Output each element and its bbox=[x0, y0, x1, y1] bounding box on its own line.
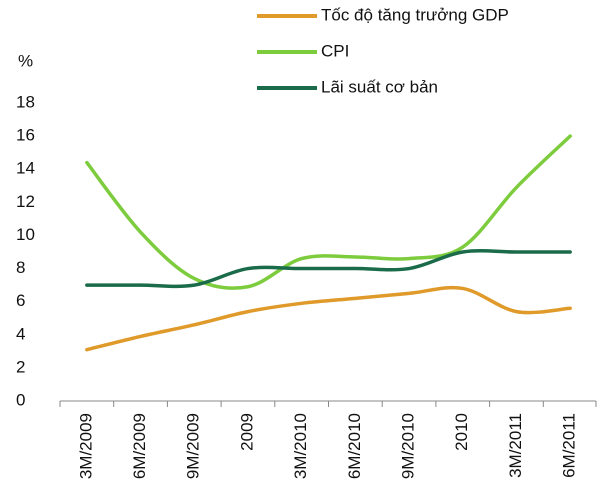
y-tick-label: 10 bbox=[16, 225, 35, 244]
y-tick-label: 8 bbox=[16, 258, 25, 277]
x-tick-label: 2010 bbox=[452, 413, 471, 451]
x-tick-label: 3M/2009 bbox=[76, 413, 95, 479]
y-tick-label: 2 bbox=[16, 357, 25, 376]
series-line bbox=[85, 134, 572, 290]
legend-label: Lãi suất cơ bản bbox=[321, 77, 438, 96]
x-tick-label: 6M/2010 bbox=[345, 413, 364, 479]
y-tick-label: 14 bbox=[16, 159, 35, 178]
y-tick-label: 12 bbox=[16, 192, 35, 211]
x-tick-label: 3M/2010 bbox=[291, 413, 310, 479]
y-tick-label: 6 bbox=[16, 291, 25, 310]
x-tick-label: 6M/2009 bbox=[130, 413, 149, 479]
y-tick-label: 0 bbox=[16, 390, 25, 409]
y-axis-label: % bbox=[18, 51, 33, 70]
x-tick-label: 2009 bbox=[237, 413, 256, 451]
legend-label: Tốc độ tăng trưởng GDP bbox=[321, 5, 509, 24]
x-tick-label: 9M/2010 bbox=[399, 413, 418, 479]
series-line bbox=[85, 249, 572, 289]
x-tick-label: 9M/2009 bbox=[184, 413, 203, 479]
y-tick-label: 4 bbox=[16, 324, 25, 343]
series-line bbox=[85, 285, 572, 352]
y-tick-label: 16 bbox=[16, 126, 35, 145]
x-tick-label: 6M/2011 bbox=[560, 413, 579, 478]
legend-label: CPI bbox=[321, 41, 349, 60]
x-tick-label: 3M/2011 bbox=[506, 413, 525, 478]
y-tick-label: 18 bbox=[16, 92, 35, 111]
